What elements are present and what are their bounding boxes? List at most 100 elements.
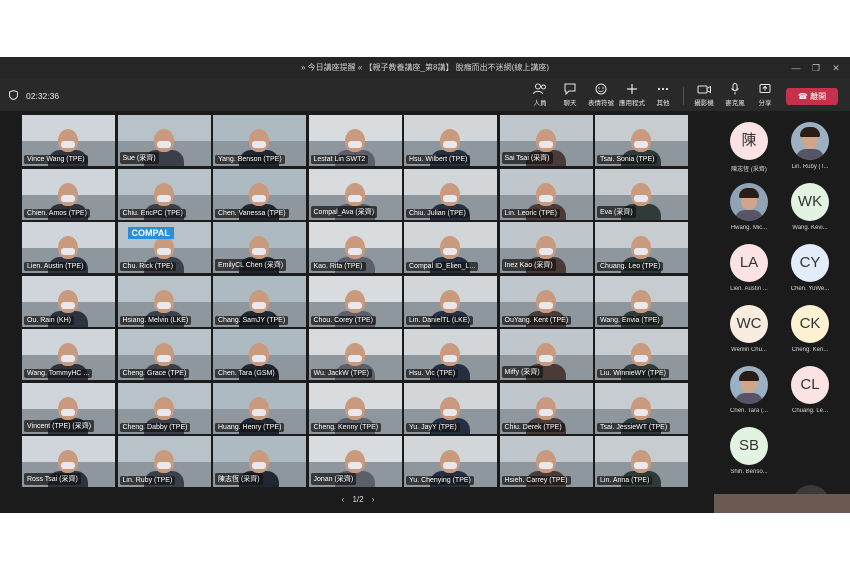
video-tile[interactable]: Wu. JackW (TPE)	[308, 329, 402, 380]
participant-name: Wang. Envia (TPE)	[597, 315, 663, 325]
video-tile[interactable]: Chou. Corey (TPE)	[308, 275, 402, 327]
microphone-button[interactable]: 麥克風	[722, 83, 748, 107]
participant-name: Miffy (采齊)	[501, 366, 543, 378]
participant-name: Lestat Lin SWT2	[310, 155, 369, 164]
face-mask	[347, 355, 362, 362]
video-tile[interactable]: Wang. Envia (TPE)	[595, 275, 688, 327]
video-tile[interactable]: Chiu. Julian (TPE)	[404, 168, 497, 220]
chat-label: 聊天	[563, 100, 577, 107]
roster-name: Chen. YuWe...	[790, 286, 830, 292]
video-tile[interactable]: Tsai. Sonia (TPE)	[595, 115, 688, 166]
roster-name: Wenlin Chu...	[731, 347, 767, 353]
participant-name: Compal ID_Elien_L...	[406, 262, 479, 271]
camera-button[interactable]: 攝影機	[691, 83, 717, 107]
video-tile[interactable]: Vincent (TPE) (采齊)	[22, 382, 115, 434]
roster-participant[interactable]: SB Shih. Benso...	[722, 427, 776, 489]
roster-participant[interactable]: CY Chen. YuWe...	[783, 244, 837, 306]
share-button[interactable]: 分享	[752, 83, 778, 107]
face-mask	[156, 408, 171, 416]
face-mask	[61, 462, 75, 469]
roster-participant[interactable]: Lin. Ruby (T...	[783, 122, 837, 184]
video-tile[interactable]: Liu. WinnieWY (TPE)	[595, 329, 688, 380]
video-tile[interactable]: Chiu. EricPC (TPE)	[117, 168, 211, 220]
video-tile[interactable]: Sai Tsai (采齊)	[499, 115, 593, 166]
participant-name: Chen. Vanessa (TPE)	[215, 208, 289, 218]
video-tile[interactable]: Sue (采齊)	[117, 115, 211, 166]
video-tile[interactable]: Miffy (采齊)	[499, 329, 593, 380]
video-tile[interactable]: Compal_Ava (采齊)	[308, 168, 402, 220]
face-mask	[156, 194, 171, 202]
face-mask	[252, 141, 266, 148]
face-mask	[538, 355, 553, 362]
video-tile[interactable]: EmilyCL Chen (采齊)	[213, 222, 306, 273]
video-tile[interactable]: Lin. DanielTL (LKE)	[404, 275, 497, 327]
video-tile[interactable]: Kao. Rita (TPE)	[308, 222, 402, 273]
people-button[interactable]: 人員	[527, 83, 553, 107]
chevron-right-icon[interactable]: ›	[371, 495, 375, 504]
roster-participant[interactable]: CL Chuang. Le...	[783, 366, 837, 428]
video-tile[interactable]: Chu. Rick (TPE) COMPAL	[117, 222, 211, 273]
video-tile[interactable]: Eva (采齊)	[595, 168, 688, 220]
roster-participant[interactable]: CK Cheng. Ken...	[783, 305, 837, 367]
more-label: 其他	[656, 100, 670, 107]
face-mask	[347, 301, 362, 309]
video-tile[interactable]: 陳志恆 (采齊)	[213, 436, 306, 487]
minimize-icon[interactable]: —	[791, 63, 801, 73]
video-tile[interactable]: Hsieh. Carrey (TPE)	[499, 436, 593, 487]
video-tile[interactable]: Tsai. JessieWT (TPE)	[595, 382, 688, 434]
video-tile[interactable]: Yu. Chenying (TPE)	[404, 436, 497, 487]
video-tile[interactable]: Hsiang. Melvin (LKE)	[117, 275, 211, 327]
avatar: CK	[791, 305, 829, 343]
video-tile[interactable]: Cheng. Grace (TPE)	[117, 329, 211, 380]
video-tile[interactable]: Cheng. Dabby (TPE)	[117, 382, 211, 434]
video-tile[interactable]: Wang. TommyHC ...	[22, 329, 115, 380]
video-tile[interactable]: Ross Tsai (采齊)	[22, 436, 115, 487]
add-apps-button[interactable]: 應用程式	[619, 83, 645, 107]
participant-name: Chuang. Leo (TPE)	[597, 262, 664, 271]
video-tile[interactable]: Hsu. Wilbert (TPE)	[404, 115, 497, 166]
video-tile[interactable]: Lin. Leoric (TPE)	[499, 168, 593, 220]
participant-name: Vince Wang (TPE)	[24, 155, 88, 164]
video-tile[interactable]: OuYang. Kent (TPE)	[499, 275, 593, 327]
video-tile[interactable]: Chiu. Derek (TPE)	[499, 382, 593, 434]
roster-participant[interactable]: Hwang. Mic...	[722, 183, 776, 245]
video-tile[interactable]: Vince Wang (TPE)	[22, 115, 115, 166]
video-tile[interactable]: Hsu. Vic (TPE)	[404, 329, 497, 380]
more-button[interactable]: 其他	[650, 83, 676, 107]
video-tile[interactable]: Chen. Tara (GSM)	[213, 329, 306, 380]
leave-button[interactable]: ☎ 離開	[786, 88, 838, 105]
video-tile[interactable]: Chuang. Leo (TPE)	[595, 222, 688, 273]
face-mask	[443, 301, 457, 309]
maximize-icon[interactable]: ❐	[811, 63, 821, 73]
video-tile[interactable]: Chang. SamJY (TPE)	[213, 275, 306, 327]
video-tile[interactable]: Lin. Ruby (TPE)	[117, 436, 211, 487]
video-tile[interactable]: Yu. JayY (TPE)	[404, 382, 497, 434]
video-tile[interactable]: Lin. Anna (TPE)	[595, 436, 688, 487]
video-tile[interactable]: Huang. Henry (TPE)	[213, 382, 306, 434]
video-tile[interactable]: Inez Kao (采齊)	[499, 222, 593, 273]
video-tile[interactable]: Jonan (采齊)	[308, 436, 402, 487]
roster-participant[interactable]: WK Wang. Kevi...	[783, 183, 837, 245]
face-mask	[347, 408, 362, 416]
roster-participant[interactable]: 陳陳志恆 (采齊)	[722, 122, 776, 184]
face-mask	[347, 462, 362, 469]
video-tile[interactable]: Chen. Vanessa (TPE)	[213, 168, 306, 220]
participant-name: Tsai. Sonia (TPE)	[597, 155, 658, 164]
video-tile[interactable]: Compal ID_Elien_L...	[404, 222, 497, 273]
video-tile[interactable]: Chien. Amos (TPE)	[22, 168, 115, 220]
participant-name: Yang. Benson (TPE)	[215, 155, 285, 164]
video-tile[interactable]: Yang. Benson (TPE)	[213, 115, 306, 166]
video-tile[interactable]: Ou. Rain (KH)	[22, 275, 115, 327]
chat-button[interactable]: 聊天	[557, 83, 583, 107]
roster-participant[interactable]: Chen. Tara (...	[722, 366, 776, 428]
reactions-button[interactable]: 表情符號	[588, 83, 614, 107]
close-icon[interactable]: ✕	[832, 63, 840, 73]
video-tile[interactable]: Lien. Austin (TPE)	[22, 222, 115, 273]
face-mask	[61, 301, 75, 309]
video-tile[interactable]: Lestat Lin SWT2	[308, 115, 402, 166]
chevron-left-icon[interactable]: ‹	[341, 495, 345, 504]
video-tile[interactable]: Cheng. Kenny (TPE)	[308, 382, 402, 434]
roster-participant[interactable]: LA Lien. Austin ...	[722, 244, 776, 306]
participant-name: Hsu. Vic (TPE)	[406, 369, 459, 378]
roster-participant[interactable]: WC Wenlin Chu...	[722, 305, 776, 367]
